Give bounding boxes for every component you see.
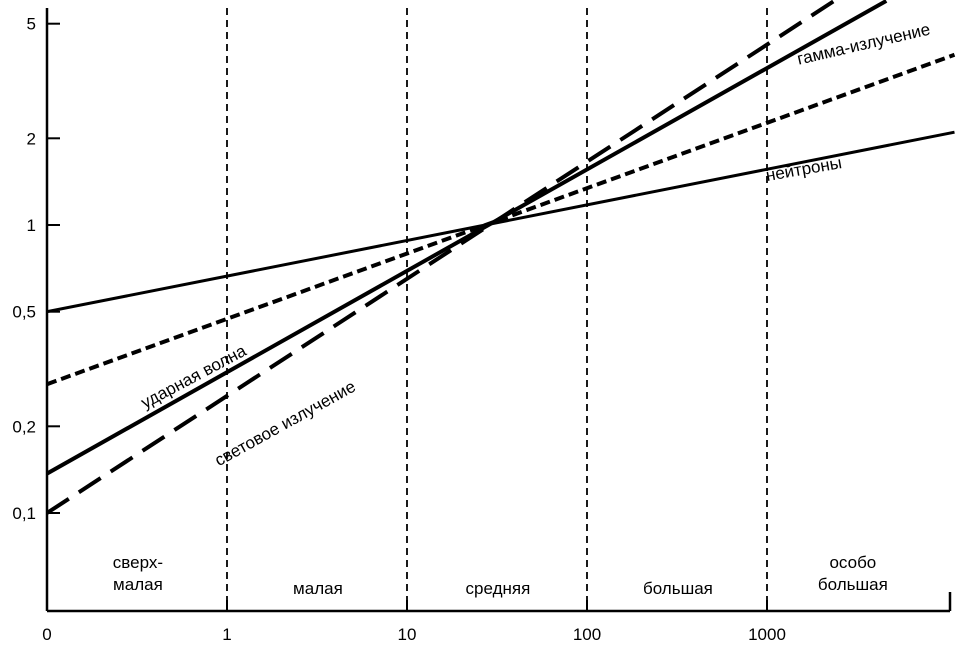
zone-boundary-lines [226, 8, 768, 611]
axes [45, 8, 952, 613]
x-tick-label: 1 [222, 625, 231, 644]
series-label-нейтроны: нейтроны [764, 153, 843, 185]
series-line-ударная-волна [47, 0, 888, 476]
x-tick-label: 1000 [748, 625, 786, 644]
y-tick-label: 0,1 [12, 504, 36, 523]
y-tick-label: 1 [27, 216, 36, 235]
zone-label: средняя [466, 579, 531, 598]
x-tick-label: 10 [398, 625, 417, 644]
series-lines [47, 0, 956, 515]
y-tick-label: 0,5 [12, 303, 36, 322]
zone-label: большая [818, 575, 888, 594]
y-tick-label: 0,2 [12, 417, 36, 436]
y-tick-label: 5 [27, 15, 36, 34]
series-line-гамма-излучение [47, 52, 956, 387]
zone-label: большая [643, 579, 713, 598]
x-ticks: 0 1 10 100 1000 [42, 600, 786, 644]
y-ticks: 0,1 0,2 0,5 1 2 5 [12, 15, 60, 523]
x-tick-label: 100 [573, 625, 601, 644]
zone-label: малая [293, 579, 343, 598]
series-label-ударная-волна: ударная волна [138, 341, 250, 413]
y-tick-label: 2 [27, 129, 36, 148]
series-line-световое-излучение [47, 0, 840, 515]
series-label-гамма-излучение: гамма-излучение [795, 20, 932, 69]
series-label-световое-излучение: световое излучение [211, 377, 358, 470]
zone-labels: сверх-малая малая средняя большая особо больш… [113, 553, 888, 598]
zone-label: особо [829, 553, 876, 572]
series-line-нейтроны [47, 130, 955, 314]
zone-label: сверх- [113, 553, 163, 572]
zone-label: малая [113, 575, 163, 594]
x-tick-label: 0 [42, 625, 51, 644]
